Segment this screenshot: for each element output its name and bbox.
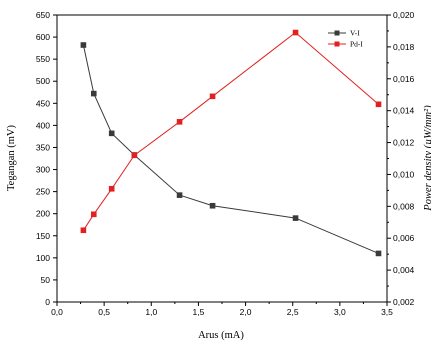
y-left-tick-label: 600 (36, 32, 50, 42)
legend: V-I Pd-I (328, 29, 363, 49)
y-right-tick-label: 0,006 (393, 233, 415, 243)
y-axis-left: 0 50 100 150 200 250 300 350 400 450 500 550 600 650 (36, 10, 57, 307)
y-axis-left-label: Tegangan (mV) (6, 124, 17, 191)
series-pd-i-point (292, 29, 299, 36)
series-layer (80, 29, 382, 257)
legend-vi-label: V-I (350, 29, 360, 38)
y-right-tick-label: 0,014 (393, 106, 415, 116)
x-tick-label: 2,5 (287, 307, 299, 317)
series-pd-i-point (209, 93, 216, 100)
y-right-tick-label: 0,018 (393, 42, 415, 52)
x-tick-label: 3,0 (334, 307, 346, 317)
y-left-tick-label: 300 (36, 165, 50, 175)
legend-pdi-marker (334, 41, 340, 47)
series-pd-i-point (176, 119, 183, 125)
y-left-tick-label: 50 (41, 275, 51, 285)
series-pd-i-line (82, 31, 379, 231)
y-left-tick-label: 650 (36, 10, 50, 20)
y-left-tick-label: 350 (36, 142, 50, 152)
y-right-tick-label: 0,002 (393, 297, 415, 307)
y-axis-right: 0,002 0,004 0,006 0,008 0,010 0,012 0,014 0,016… (387, 10, 415, 307)
series-v-i-point (375, 250, 382, 257)
x-tick-label: 2,0 (240, 307, 252, 317)
x-axis: 0,0 0,5 1,0 1,5 2,0 2,5 3,0 3,5 (51, 302, 393, 317)
y-right-tick-label: 0,008 (393, 201, 415, 211)
x-tick-label: 0,5 (98, 307, 110, 317)
x-tick-label: 0,0 (51, 307, 63, 317)
y-left-tick-label: 500 (36, 76, 50, 86)
legend-pdi-label: Pd-I (350, 40, 363, 49)
series-v-i-point (80, 42, 87, 48)
y-left-tick-label: 100 (36, 253, 50, 263)
y-left-tick-label: 400 (36, 120, 50, 130)
y-left-tick-label: 0 (45, 297, 50, 307)
x-tick-label: 3,5 (381, 307, 393, 317)
y-left-tick-label: 450 (36, 98, 50, 108)
series-pd-i-point (375, 101, 382, 108)
x-tick-label: 1,0 (145, 307, 157, 317)
series-v-i-point (108, 130, 115, 137)
series-v-i-line (82, 44, 379, 254)
x-tick-label: 1,5 (193, 307, 205, 317)
y-left-tick-label: 250 (36, 187, 50, 197)
y-left-tick-label: 550 (36, 54, 50, 64)
y-right-tick-label: 0,016 (393, 74, 415, 84)
x-axis-label: Arus (mA) (198, 330, 244, 341)
legend-vi-marker (334, 30, 340, 36)
y-right-tick-label: 0,010 (393, 169, 415, 179)
y-left-tick-label: 150 (36, 231, 50, 241)
series-pd-i-point (131, 152, 138, 159)
series-pd-i-point (90, 211, 97, 218)
y-axis-right-label: Power density (µW/mm²) (423, 105, 431, 212)
y-left-tick-label: 200 (36, 209, 50, 219)
series-v-i-point (176, 192, 183, 198)
plot-frame (56, 14, 388, 303)
series-pd-i-point (108, 185, 115, 192)
series-pd-i-point (80, 227, 87, 234)
series-v-i-point (209, 202, 216, 209)
series-v-i-point (292, 215, 299, 221)
y-right-tick-label: 0,004 (393, 265, 415, 275)
y-right-tick-label: 0,020 (393, 10, 415, 20)
plot-area (56, 14, 388, 303)
y-right-tick-label: 0,012 (393, 138, 415, 148)
series-v-i-point (90, 90, 97, 97)
